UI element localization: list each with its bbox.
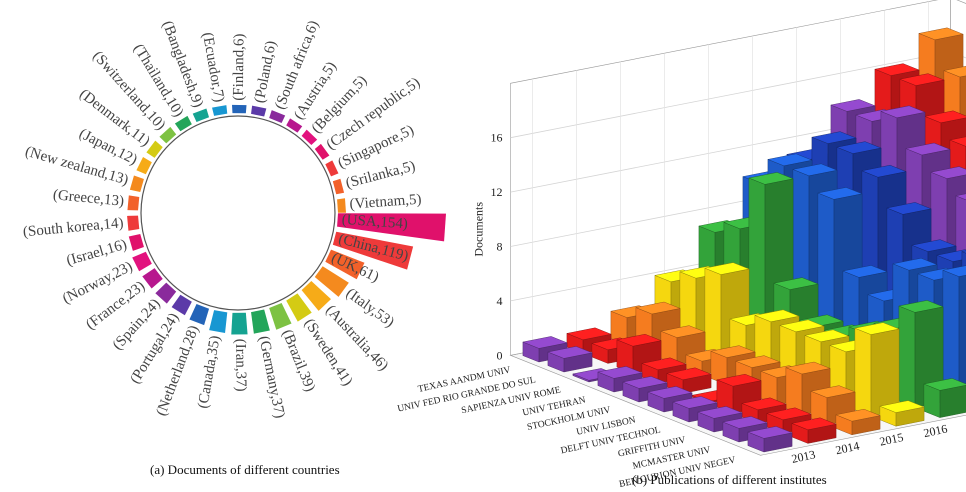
caption-left: (a) Documents of different countries bbox=[150, 462, 340, 477]
radial-bar-vietnam bbox=[337, 198, 346, 213]
z-tick-label: 16 bbox=[491, 131, 503, 145]
radial-bar-france bbox=[142, 268, 163, 289]
z-tick-label: 12 bbox=[491, 185, 503, 199]
radial-bar-south-africa bbox=[269, 110, 286, 123]
radial-bar-germany bbox=[251, 309, 270, 334]
radial-bar-bangladesh bbox=[192, 108, 210, 123]
year-label: 2014 bbox=[834, 439, 860, 458]
radial-bar-sweden bbox=[286, 293, 312, 322]
bar-2013-10 bbox=[747, 426, 793, 453]
radial-bar-switzerland bbox=[159, 126, 177, 144]
radial-bar-japan bbox=[136, 157, 152, 175]
radial-bar-uk bbox=[325, 249, 365, 280]
radial-bar-thailand bbox=[174, 115, 192, 132]
year-label: 2015 bbox=[878, 430, 904, 449]
radial-bar-austria bbox=[286, 118, 303, 133]
bar-2013-5 bbox=[622, 376, 668, 403]
radial-bar-australia bbox=[301, 280, 331, 311]
radial-label: (Vietnam,5) bbox=[349, 192, 422, 213]
radial-bar-portugal bbox=[171, 294, 192, 316]
radial-bar-south-korea bbox=[127, 215, 140, 231]
radial-label: (South korea,14) bbox=[22, 215, 124, 240]
year-label: 2013 bbox=[790, 447, 816, 466]
bar-2014-10 bbox=[791, 417, 837, 444]
radial-label: (Finland,6) bbox=[231, 34, 248, 101]
z-tick-label: 4 bbox=[497, 294, 503, 308]
bar-2017-10 bbox=[923, 378, 966, 418]
radial-label: (Greece,13) bbox=[52, 187, 124, 210]
radial-bar-canada bbox=[209, 310, 228, 333]
radial-label: (USA,154) bbox=[341, 212, 408, 233]
bar-2015-3 bbox=[660, 325, 706, 366]
radial-bar-ecuador bbox=[212, 105, 228, 116]
bar-2015-10 bbox=[835, 408, 881, 436]
z-axis-title: Documents bbox=[472, 202, 486, 257]
radial-bar-netherland bbox=[189, 303, 210, 326]
bar-2013-2 bbox=[547, 346, 593, 373]
radial-bar-brazil bbox=[269, 303, 292, 330]
bar-2018-9 bbox=[942, 265, 966, 400]
radial-inner-circle bbox=[140, 115, 336, 311]
radial-label: (Poland,6) bbox=[252, 40, 280, 105]
z-tick-label: 0 bbox=[497, 348, 503, 362]
radial-label: (Iran,37) bbox=[232, 339, 249, 392]
radial-bar-denmark bbox=[146, 140, 163, 158]
radial-bar-spain bbox=[155, 282, 177, 304]
radial-bar-greece bbox=[127, 195, 140, 211]
z-tick-label: 8 bbox=[497, 240, 503, 254]
radial-bar-usa bbox=[337, 213, 446, 242]
radial-bar-srilanka bbox=[332, 178, 345, 195]
radial-bar-norway bbox=[132, 251, 152, 272]
caption-right: (b) Publications of different institutes bbox=[632, 472, 827, 487]
radial-bar-israel bbox=[128, 234, 144, 251]
bar-2016-10 bbox=[879, 400, 925, 427]
year-label: 2016 bbox=[922, 421, 948, 440]
radial-bar-china bbox=[332, 231, 414, 270]
radial-bar-italy bbox=[314, 266, 349, 297]
radial-bar-belgium bbox=[301, 129, 318, 146]
radial-label: (Canada,35) bbox=[195, 334, 224, 409]
radial-label: (Ecuador,7) bbox=[199, 31, 227, 103]
bar-2016-9 bbox=[854, 322, 900, 417]
radial-bar-poland bbox=[251, 105, 267, 117]
radial-label: (Germany,37) bbox=[255, 335, 287, 420]
radial-bar-new-zealand bbox=[129, 175, 144, 192]
radial-bar-iran bbox=[231, 312, 248, 335]
radial-bar-chart: (USA,154)(China,119)(UK,61)(Italy,53)(Au… bbox=[22, 18, 446, 420]
radial-bar-finland bbox=[232, 104, 247, 114]
radial-bar-singapore bbox=[325, 160, 339, 177]
radial-bar-czech-republic bbox=[314, 143, 330, 160]
